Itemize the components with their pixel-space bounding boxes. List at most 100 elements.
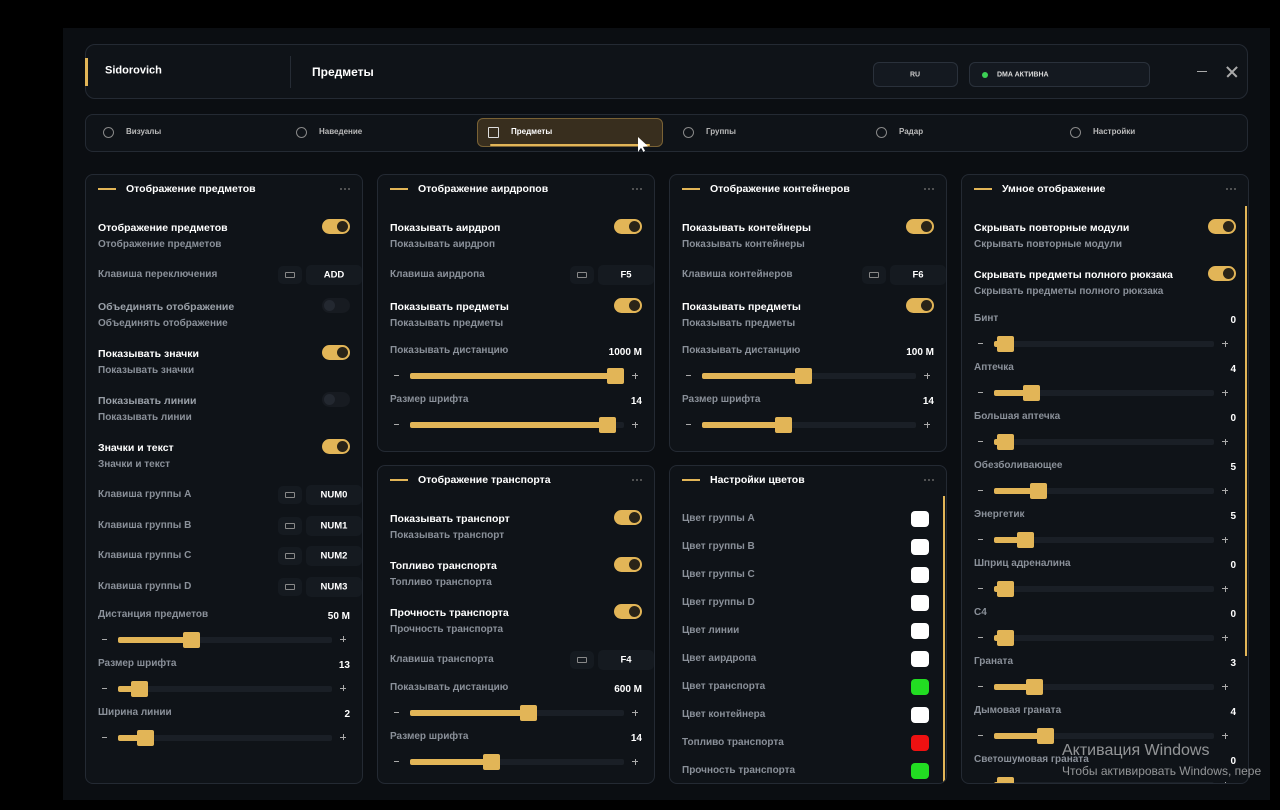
toggle-switch[interactable] xyxy=(322,298,350,313)
plus-button[interactable] xyxy=(1224,389,1226,396)
minus-button[interactable] xyxy=(394,712,399,713)
language-button[interactable]: RU xyxy=(873,62,958,87)
slider-handle[interactable] xyxy=(1025,679,1043,695)
plus-button[interactable] xyxy=(1224,536,1226,543)
plus-button[interactable] xyxy=(1224,781,1226,783)
slider-track[interactable] xyxy=(994,586,1214,592)
key-badge[interactable]: NUM1 xyxy=(306,515,362,536)
minus-button[interactable] xyxy=(686,375,691,376)
slider-track[interactable] xyxy=(118,636,332,643)
slider-handle[interactable] xyxy=(1016,532,1034,548)
slider-track[interactable] xyxy=(994,537,1214,543)
slider-handle[interactable] xyxy=(131,680,149,697)
plus-button[interactable] xyxy=(1224,732,1226,739)
tab-label[interactable]: Визуалы xyxy=(126,127,162,136)
minus-button[interactable] xyxy=(978,637,983,638)
toggle-switch[interactable] xyxy=(322,345,350,360)
slider-track[interactable] xyxy=(994,635,1214,641)
plus-button[interactable] xyxy=(342,734,344,740)
tab-label[interactable]: Группы xyxy=(706,127,736,136)
slider-handle[interactable] xyxy=(1036,728,1054,744)
key-badge[interactable]: ADD xyxy=(306,265,362,285)
minus-button[interactable] xyxy=(978,343,983,344)
plus-button[interactable] xyxy=(1224,683,1226,690)
tab-label[interactable]: Предметы xyxy=(511,127,553,136)
color-swatch[interactable] xyxy=(911,651,929,667)
toggle-switch[interactable] xyxy=(1208,219,1236,234)
color-swatch[interactable] xyxy=(911,511,929,527)
plus-button[interactable] xyxy=(1224,487,1226,494)
toggle-switch[interactable] xyxy=(614,510,642,525)
minus-button[interactable] xyxy=(978,490,983,491)
minus-button[interactable] xyxy=(978,686,983,687)
toggle-switch[interactable] xyxy=(1208,266,1236,281)
minimize-button[interactable] xyxy=(1197,71,1207,72)
slider-handle[interactable] xyxy=(1030,483,1047,499)
active-tab[interactable] xyxy=(477,118,663,147)
key-badge[interactable]: F5 xyxy=(598,265,654,285)
minus-button[interactable] xyxy=(686,424,691,425)
slider-track[interactable] xyxy=(994,782,1214,783)
plus-button[interactable] xyxy=(1224,438,1226,445)
slider-track[interactable] xyxy=(994,488,1214,494)
toggle-switch[interactable] xyxy=(322,439,350,454)
slider-handle[interactable] xyxy=(997,336,1014,352)
plus-button[interactable] xyxy=(634,758,636,765)
minus-button[interactable] xyxy=(102,638,107,640)
key-value[interactable]: NUM0 xyxy=(320,489,348,501)
color-swatch[interactable] xyxy=(911,707,929,723)
slider-handle[interactable] xyxy=(182,631,200,648)
slider-handle[interactable] xyxy=(607,368,625,384)
minus-button[interactable] xyxy=(394,375,399,376)
key-value[interactable]: NUM2 xyxy=(320,550,348,562)
minus-button[interactable] xyxy=(978,441,983,442)
key-value[interactable]: F6 xyxy=(912,269,924,281)
toggle-switch[interactable] xyxy=(322,392,350,407)
key-badge[interactable]: F4 xyxy=(598,650,654,670)
color-swatch[interactable] xyxy=(911,679,929,695)
status-label[interactable]: DMA АКТИВНА xyxy=(997,71,1049,79)
toggle-switch[interactable] xyxy=(614,604,642,619)
key-value[interactable]: ADD xyxy=(323,269,345,281)
color-swatch[interactable] xyxy=(911,567,929,583)
minus-button[interactable] xyxy=(978,735,983,736)
slider-handle[interactable] xyxy=(997,581,1014,597)
toggle-switch[interactable] xyxy=(614,557,642,572)
plus-button[interactable] xyxy=(634,709,636,716)
slider-handle[interactable] xyxy=(483,754,501,770)
tab-label[interactable]: Радар xyxy=(899,127,924,136)
minus-button[interactable] xyxy=(978,392,983,393)
slider-track[interactable] xyxy=(118,685,332,692)
slider-handle[interactable] xyxy=(775,417,793,433)
slider-handle[interactable] xyxy=(598,417,616,433)
plus-button[interactable] xyxy=(1224,634,1226,641)
plus-button[interactable] xyxy=(634,421,636,428)
toggle-switch[interactable] xyxy=(614,298,642,313)
color-swatch[interactable] xyxy=(911,595,929,611)
key-badge[interactable]: NUM3 xyxy=(306,576,362,597)
slider-track[interactable] xyxy=(118,734,332,741)
toggle-switch[interactable] xyxy=(906,298,934,313)
close-button[interactable] xyxy=(1226,66,1238,78)
slider-handle[interactable] xyxy=(997,777,1014,783)
plus-button[interactable] xyxy=(926,421,928,428)
tab-label[interactable]: Настройки xyxy=(1093,127,1136,136)
key-value[interactable]: NUM3 xyxy=(320,580,348,592)
toggle-switch[interactable] xyxy=(322,219,350,234)
plus-button[interactable] xyxy=(342,685,344,691)
color-swatch[interactable] xyxy=(911,763,929,779)
key-value[interactable]: NUM1 xyxy=(320,519,348,531)
plus-button[interactable] xyxy=(926,372,928,379)
slider-handle[interactable] xyxy=(997,630,1014,646)
color-swatch[interactable] xyxy=(911,539,929,555)
key-value[interactable]: F4 xyxy=(620,654,632,666)
language-label[interactable]: RU xyxy=(910,71,921,79)
toggle-switch[interactable] xyxy=(906,219,934,234)
slider-track[interactable] xyxy=(994,684,1214,690)
minus-button[interactable] xyxy=(978,539,983,540)
status-button[interactable]: DMA АКТИВНА xyxy=(969,62,1150,87)
slider-track[interactable] xyxy=(410,759,624,765)
plus-button[interactable] xyxy=(1224,340,1226,347)
slider-handle[interactable] xyxy=(1023,385,1041,401)
key-value[interactable]: F5 xyxy=(620,269,632,281)
